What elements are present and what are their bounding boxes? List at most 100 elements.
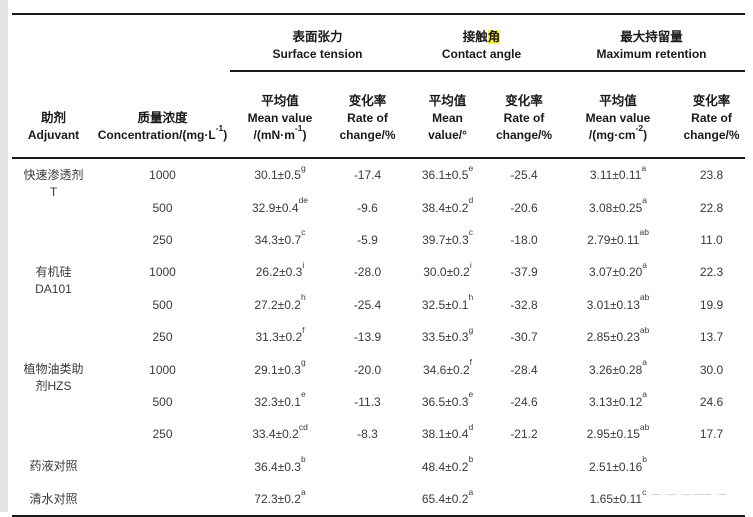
- st-mean-cell: 31.3±0.2f: [230, 321, 330, 353]
- significance-letter: e: [468, 389, 474, 400]
- cell-value: 72.3±0.2: [254, 492, 301, 507]
- column-header-row: 助剂 Adjuvant 质量浓度 Concentration/(mg·L-1) …: [12, 71, 746, 159]
- group-header-spacer: [12, 14, 230, 71]
- cell-value: -11.3: [354, 394, 381, 409]
- adjuvant-name-line: 药液对照: [29, 459, 78, 474]
- concentration-cell: 1000: [95, 353, 230, 385]
- ca-rate-cell: -18.0: [490, 224, 558, 256]
- cell-value: 11.0: [700, 232, 723, 247]
- ca-mean-cell: 34.6±0.2f: [405, 353, 490, 385]
- header-adjuvant: 助剂 Adjuvant: [12, 71, 95, 159]
- st-mean-cell: 27.2±0.2h: [230, 289, 330, 321]
- group-header-surface-tension: 表面张力 Surface tension: [230, 14, 405, 72]
- mr-mean-cell: 3.07±0.20a: [558, 256, 678, 288]
- st-rate-cell: -9.6: [330, 191, 405, 223]
- cell-value: 32.9±0.4: [251, 200, 299, 215]
- ca-rate-cell: [490, 451, 558, 483]
- mr-mean-cell: 3.08±0.25a: [558, 191, 678, 223]
- st-rate-cell: -5.9: [330, 224, 405, 256]
- significance-letter: ab: [639, 227, 649, 238]
- adjuvant-name-line: T: [49, 185, 58, 199]
- cell-value: -5.9: [357, 232, 378, 247]
- ca-rate-cell: -37.9: [490, 256, 558, 288]
- cell-value: 1000: [149, 265, 176, 280]
- mr-mean-cell: 3.13±0.12a: [558, 386, 678, 418]
- st-rate-cell: [330, 451, 405, 483]
- cell-value: 36.4±0.3: [254, 459, 301, 474]
- significance-letter: a: [642, 357, 648, 368]
- st-rate-cell: -11.3: [330, 386, 405, 418]
- table-row: 250 33.4±0.2cd -8.3 38.1±0.4d -21.2 2.95±0.15…: [12, 418, 745, 450]
- group-label-en: Surface tension: [272, 47, 363, 61]
- cell-value: 36.1±0.5: [421, 168, 469, 183]
- superscript: -1: [215, 122, 224, 133]
- concentration-cell: [95, 451, 230, 483]
- adjuvant-cell: 清水对照: [12, 482, 95, 517]
- concentration-cell: 250: [95, 224, 230, 256]
- cell-value: 17.7: [699, 427, 724, 442]
- cell-value: 30.0: [699, 362, 724, 377]
- cell-value: 1000: [149, 168, 176, 183]
- cell-value: 22.8: [699, 200, 724, 215]
- adjuvant-name-line: 清水对照: [29, 491, 78, 506]
- significance-letter: b: [642, 454, 648, 465]
- cell-value: 3.13±0.12: [588, 394, 643, 409]
- mr-rate-cell: 23.8: [678, 158, 745, 191]
- significance-letter: g: [300, 162, 306, 173]
- group-header-contact-angle: 接触角 Contact angle: [405, 14, 558, 72]
- concentration-cell: 500: [95, 386, 230, 418]
- cell-value: -8.3: [357, 427, 378, 442]
- st-mean-cell: 34.3±0.7c: [230, 224, 330, 256]
- cell-value: 33.5±0.3: [421, 330, 469, 345]
- table-row: 250 34.3±0.7c -5.9 39.7±0.3c -18.0 2.79±0.11a…: [12, 224, 745, 256]
- significance-letter: e: [468, 162, 474, 173]
- mr-mean-cell: 3.11±0.11a: [558, 158, 678, 191]
- significance-letter: c: [468, 227, 473, 238]
- st-rate-cell: [330, 482, 405, 517]
- ca-rate-cell: -25.4: [490, 158, 558, 191]
- header-surface-tension-rate: 变化率 Rate of change/%: [330, 71, 405, 159]
- cell-value: 29.1±0.3: [254, 362, 301, 377]
- significance-letter: g: [468, 324, 474, 335]
- adjuvant-cell: 有机硅 DA101: [12, 256, 95, 353]
- group-label-zh: 最大持留量: [620, 30, 683, 44]
- cell-value: -30.7: [510, 330, 538, 345]
- mr-mean-cell: 1.65±0.11c: [558, 482, 678, 517]
- cell-value: 48.4±0.2: [421, 459, 469, 474]
- cell-value: 27.2±0.2: [254, 297, 301, 312]
- significance-letter: i: [302, 259, 305, 270]
- ca-mean-cell: 32.5±0.1h: [405, 289, 490, 321]
- mr-mean-cell: 2.85±0.23ab: [558, 321, 678, 353]
- cell-value: 3.07±0.20: [588, 265, 643, 280]
- ca-rate-cell: -30.7: [490, 321, 558, 353]
- ca-rate-cell: -20.6: [490, 191, 558, 223]
- cell-value: 500: [152, 297, 173, 312]
- mr-mean-cell: 3.26±0.28a: [558, 353, 678, 385]
- cell-value: -25.4: [510, 168, 538, 183]
- group-label-en: Maximum retention: [596, 47, 707, 61]
- mr-mean-cell: 2.95±0.15ab: [558, 418, 678, 450]
- table-row: 快速渗透剂 T 1000 30.1±0.5g -17.4 36.1±0.5e -25.4 3.…: [12, 158, 745, 199]
- header-surface-tension-mean: 平均值 Mean value /(mN·m-1): [230, 71, 330, 159]
- adjuvant-name-line: 植物油类助: [23, 362, 84, 377]
- cell-value: -24.6: [510, 394, 538, 409]
- adjuvant-properties-table: 表面张力 Surface tension 接触角 Contact angle 最…: [12, 13, 746, 517]
- ca-mean-cell: 39.7±0.3c: [405, 224, 490, 256]
- significance-letter: b: [300, 454, 306, 465]
- st-mean-cell: 32.9±0.4de: [230, 191, 330, 223]
- st-mean-cell: 26.2±0.3i: [230, 256, 330, 288]
- cell-value: 39.7±0.3: [422, 232, 469, 247]
- cell-value: -20.6: [510, 200, 538, 215]
- table-row: 500 27.2±0.2h -25.4 32.5±0.1h -32.8 3.01±0.13…: [12, 289, 745, 321]
- adjuvant-name-line: DA101: [35, 282, 72, 297]
- table-row: 植物油类助 剂HZS 1000 29.1±0.3g -20.0 34.6±0.2f -28.…: [12, 353, 745, 394]
- significance-letter: a: [641, 162, 647, 173]
- concentration-cell: 500: [95, 191, 230, 223]
- cell-value: -28.0: [353, 265, 382, 280]
- cell-value: 30.0±0.2: [423, 265, 470, 280]
- group-header-row: 表面张力 Surface tension 接触角 Contact angle 最…: [12, 14, 746, 72]
- mr-rate-cell: [678, 482, 746, 517]
- significance-letter: a: [642, 195, 648, 206]
- ca-rate-cell: [490, 482, 558, 517]
- significance-letter: c: [301, 227, 306, 238]
